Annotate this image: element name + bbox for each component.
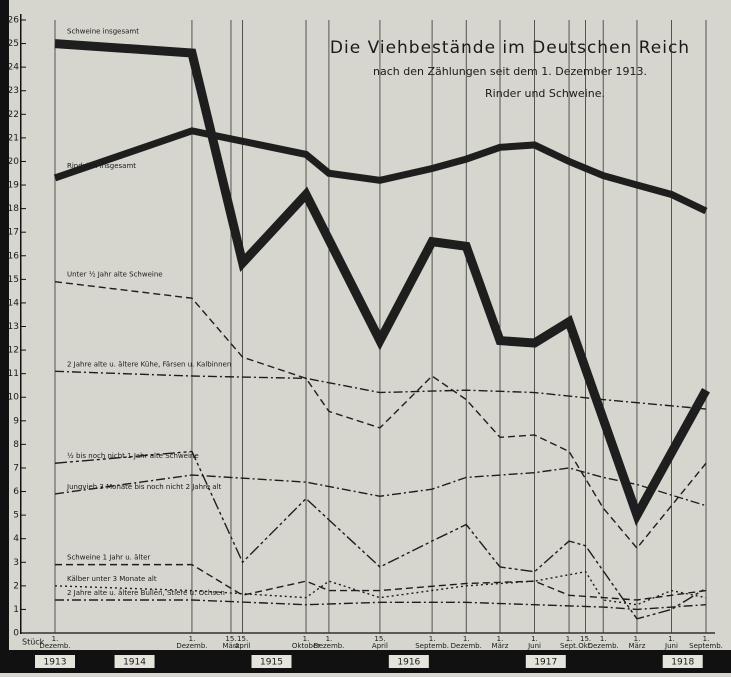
series-label: 2 Jahre alte u. ältere Bullen, Stiere u.…	[67, 589, 225, 597]
y-tick-label: 15	[8, 275, 19, 285]
x-tick-day: 1.	[703, 635, 710, 643]
x-tick-label: Sept.	[560, 642, 578, 650]
series-label: Jungvieh 3 Monate bis noch nicht 2 Jahre…	[66, 483, 222, 491]
series-label: Schweine insgesamt	[67, 28, 139, 36]
y-tick-label: 20	[8, 157, 20, 167]
year-label: 1918	[671, 658, 694, 668]
x-tick-day: 1.	[497, 635, 504, 643]
y-tick-label: 24	[8, 63, 20, 73]
y-tick-label: 22	[8, 110, 19, 120]
x-tick-day: 1.	[303, 635, 310, 643]
x-tick-day: 1.	[326, 635, 333, 643]
x-tick-label: Dezemb.	[313, 642, 344, 650]
x-tick-label: Juni	[664, 642, 678, 650]
series-label: Schweine 1 Jahr u. älter	[67, 554, 150, 562]
x-tick-label: Dezemb.	[451, 642, 482, 650]
left-border	[0, 0, 9, 673]
y-tick-label: 5	[13, 511, 19, 521]
y-tick-label: 23	[8, 86, 19, 96]
y-tick-label: 21	[8, 133, 19, 143]
y-tick-label: 3	[13, 558, 19, 568]
x-tick-day: 1.	[668, 635, 675, 643]
series-label: Rindvieh insgesamt	[67, 162, 136, 170]
x-tick-day: 15.	[225, 635, 236, 643]
x-tick-day: 1.	[463, 635, 470, 643]
x-tick-label: Dezemb.	[39, 642, 70, 650]
x-tick-day: 1.	[566, 635, 573, 643]
year-label: 1913	[44, 658, 67, 668]
x-tick-label: Juni	[527, 642, 541, 650]
series-line	[54, 467, 707, 507]
x-tick-day: 15.	[374, 635, 385, 643]
series-line	[55, 599, 707, 611]
x-tick-day: 1.	[600, 635, 607, 643]
y-tick-label: 10	[8, 393, 20, 403]
y-tick-label: 7	[13, 463, 19, 473]
y-tick-label: 1	[13, 605, 19, 615]
y-axis-label: Stück	[22, 638, 45, 647]
series-line	[53, 127, 708, 215]
series-label: Kälber unter 3 Monate alt	[67, 575, 157, 583]
y-tick-label: 26	[8, 16, 20, 26]
x-tick-day: 1.	[52, 635, 59, 643]
y-axis	[20, 14, 22, 634]
series-line	[54, 39, 710, 527]
year-band	[0, 650, 731, 673]
year-box	[35, 655, 75, 668]
year-label: 1917	[534, 658, 557, 668]
y-tick-label: 19	[8, 181, 20, 191]
y-tick-label: 11	[8, 369, 19, 379]
y-tick-label: 8	[13, 440, 19, 450]
y-tick-label: 17	[8, 228, 19, 238]
year-box	[662, 655, 703, 668]
x-tick-label: Dezemb.	[176, 642, 207, 650]
x-tick-label: Dezemb.	[588, 642, 619, 650]
y-tick-label: 16	[8, 251, 20, 261]
year-box	[525, 655, 566, 668]
series-line	[54, 450, 707, 620]
y-tick-label: 25	[8, 39, 19, 49]
y-tick-label: 13	[8, 322, 19, 332]
chart-subtitle: nach den Zählungen seit dem 1. Dezember …	[373, 65, 647, 78]
series-label: Unter ½ Jahr alte Schweine	[67, 271, 163, 279]
x-tick-day: 1.	[531, 635, 538, 643]
x-tick-label: Okt.	[578, 642, 593, 650]
x-tick-day: 1.	[634, 635, 641, 643]
year-box	[251, 655, 292, 668]
y-tick-label: 4	[13, 534, 19, 544]
chart-title: Die Viehbestände im Deutschen Reich	[330, 38, 690, 58]
year-label: 1914	[123, 658, 146, 668]
x-tick-day: 15.	[237, 635, 248, 643]
x-tick-label: Septemb.	[689, 642, 723, 650]
x-tick-day: 1.	[189, 635, 196, 643]
series-line	[54, 281, 707, 550]
series-line	[55, 563, 707, 601]
series-label: ½ bis noch nicht 1 Jahr alte Schweine	[67, 452, 199, 460]
x-tick-label: April	[235, 642, 251, 650]
y-tick-label: 12	[8, 346, 19, 356]
x-tick-label: Oktober	[292, 642, 320, 650]
x-tick-label: April	[372, 642, 388, 650]
y-tick-label: 14	[8, 298, 20, 308]
y-tick-label: 2	[13, 581, 19, 591]
x-tick-label: Septemb.	[415, 642, 449, 650]
x-tick-day: 1.	[429, 635, 436, 643]
chart-subtitle: Rinder und Schweine.	[485, 87, 605, 100]
year-label: 1915	[260, 658, 283, 668]
year-box	[388, 655, 429, 668]
y-tick-label: 0	[13, 629, 19, 639]
series-line	[54, 370, 707, 410]
x-tick-label: März	[223, 642, 240, 650]
y-tick-label: 6	[13, 487, 19, 497]
x-tick-label: März	[492, 642, 509, 650]
year-label: 1916	[397, 658, 420, 668]
y-tick-label: 9	[13, 416, 19, 426]
year-box	[114, 655, 155, 668]
y-tick-label: 18	[8, 204, 20, 214]
series-label: 2 Jahre alte u. ältere Kühe, Färsen u. K…	[67, 360, 231, 368]
x-tick-label: März	[629, 642, 646, 650]
x-tick-day: 15.	[580, 635, 591, 643]
